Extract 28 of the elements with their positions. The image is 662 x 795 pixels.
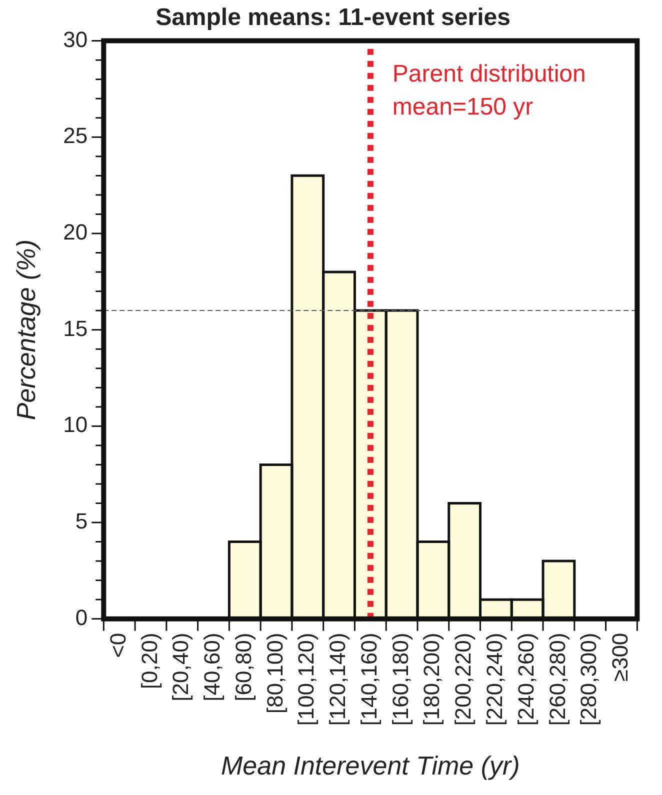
x-tick-label: [100,120): [294, 632, 319, 726]
x-tick-label: [40,60): [200, 632, 225, 702]
y-tick-label: 10: [63, 412, 88, 438]
x-tick-label: [20,40): [168, 632, 194, 702]
y-tick-label: 30: [63, 26, 88, 52]
x-tick-label: ≥300: [608, 632, 633, 682]
x-tick-label: [240,260): [513, 632, 538, 726]
x-tick-label: [280,300): [576, 632, 602, 726]
y-tick-label: 0: [75, 604, 88, 630]
chart-title: Sample means: 11-event series: [156, 4, 510, 32]
y-tick-label: 5: [75, 508, 88, 534]
ref-line-label: Parent distribution mean=150 yr: [392, 60, 586, 120]
y-tick-label: 20: [63, 220, 88, 245]
x-axis-title: Mean Interevent Time (yr): [220, 750, 520, 781]
x-tick-label: [60,80): [230, 632, 256, 702]
x-tick-label: [220,240): [482, 632, 508, 726]
y-tick-label: 25: [63, 123, 88, 148]
y-tick-label: 15: [63, 316, 88, 341]
x-tick-label: <0: [105, 632, 130, 658]
x-tick-label: [120,140): [325, 632, 350, 726]
x-tick-label: [0,20): [136, 632, 162, 690]
x-tick-label: [260,280): [544, 632, 570, 726]
x-tick-label: [160,180): [388, 632, 413, 726]
y-axis-title: Percentage (%): [10, 239, 41, 420]
x-tick-label: [200,220): [450, 632, 476, 726]
x-tick-label: [180,200): [419, 632, 444, 726]
x-tick-label: [80,100): [262, 632, 288, 714]
x-tick-label: [140,160): [356, 632, 382, 726]
